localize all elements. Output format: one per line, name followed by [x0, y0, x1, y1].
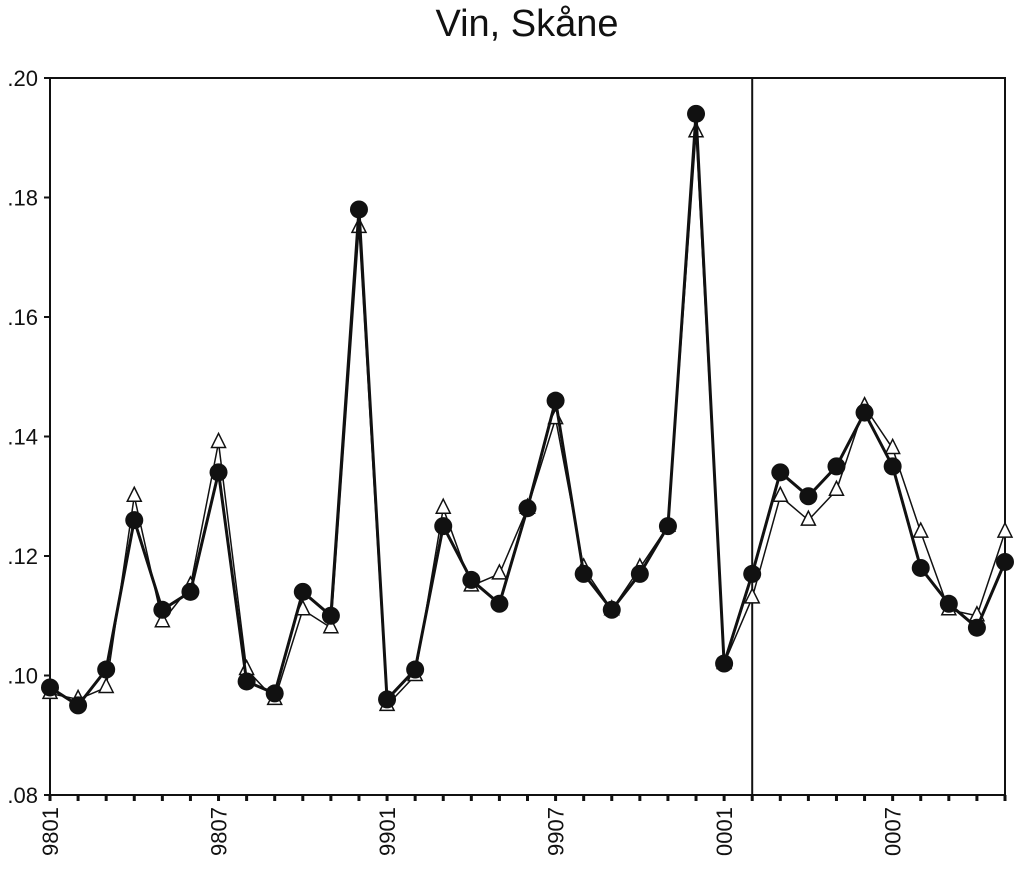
- triangle-marker: [126, 485, 143, 502]
- x-tick-label: 0001: [712, 807, 737, 856]
- circle-marker: [490, 594, 509, 613]
- circle-marker: [967, 618, 986, 637]
- circle-marker: [265, 684, 284, 703]
- y-tick-label: .14: [7, 425, 38, 450]
- circle-marker: [518, 499, 537, 518]
- circle-marker: [546, 391, 565, 410]
- circle-marker: [827, 457, 846, 476]
- triangle-marker: [996, 521, 1014, 538]
- x-tick-label: 9807: [207, 807, 232, 856]
- circle-marker: [658, 517, 677, 536]
- y-tick-label: .10: [7, 664, 38, 689]
- y-tick-label: .18: [7, 186, 38, 211]
- x-tick-label: 9901: [375, 807, 400, 856]
- circle-marker: [293, 582, 312, 601]
- triangle-marker: [435, 497, 452, 514]
- circle-marker: [771, 463, 790, 482]
- circle-marker: [125, 511, 144, 530]
- triangle-marker: [743, 587, 761, 604]
- circle-marker: [996, 552, 1014, 571]
- circle-marker: [911, 558, 930, 577]
- circle-marker: [237, 672, 256, 691]
- circle-marker: [41, 678, 59, 697]
- y-tick-label: .08: [7, 783, 38, 808]
- circle-marker: [181, 582, 200, 601]
- triangle-marker: [828, 479, 845, 497]
- circle-marker: [574, 564, 593, 583]
- circle-marker: [209, 463, 228, 482]
- circle-marker: [97, 660, 116, 679]
- circle-marker: [855, 403, 874, 422]
- triangle-marker: [322, 617, 340, 634]
- triangle-marker: [772, 485, 789, 502]
- triangle-marker: [912, 521, 929, 538]
- triangle-marker: [491, 563, 508, 580]
- triangle-marker: [884, 437, 901, 455]
- y-tick-label: .20: [7, 66, 38, 91]
- circle-marker: [434, 517, 453, 536]
- circle-marker: [349, 200, 368, 219]
- circle-marker: [743, 564, 762, 583]
- circle-marker: [799, 487, 818, 506]
- y-tick-label: .16: [7, 305, 38, 330]
- triangle-marker: [210, 431, 227, 449]
- triangle-marker: [154, 611, 171, 628]
- circle-marker: [378, 690, 397, 709]
- chart-title: Vin, Skåne: [435, 3, 618, 45]
- circle-marker: [462, 570, 481, 589]
- circle-marker: [69, 696, 88, 715]
- circle-marker: [630, 564, 649, 583]
- x-tick-label: 9907: [544, 807, 569, 856]
- y-tick-label: .12: [7, 544, 38, 569]
- x-tick-label: 0007: [881, 807, 906, 856]
- plot-frame: [49, 77, 1006, 796]
- circle-marker: [602, 600, 621, 619]
- circle-marker: [321, 606, 340, 625]
- circle-marker: [715, 654, 734, 673]
- circle-marker: [939, 594, 958, 613]
- x-tick-label: 9801: [38, 807, 63, 856]
- circle-marker: [153, 600, 172, 619]
- triangle-marker: [800, 509, 817, 526]
- triangle-marker: [97, 676, 115, 694]
- circle-marker: [883, 457, 902, 476]
- circle-marker: [687, 104, 706, 123]
- circle-marker: [406, 660, 425, 679]
